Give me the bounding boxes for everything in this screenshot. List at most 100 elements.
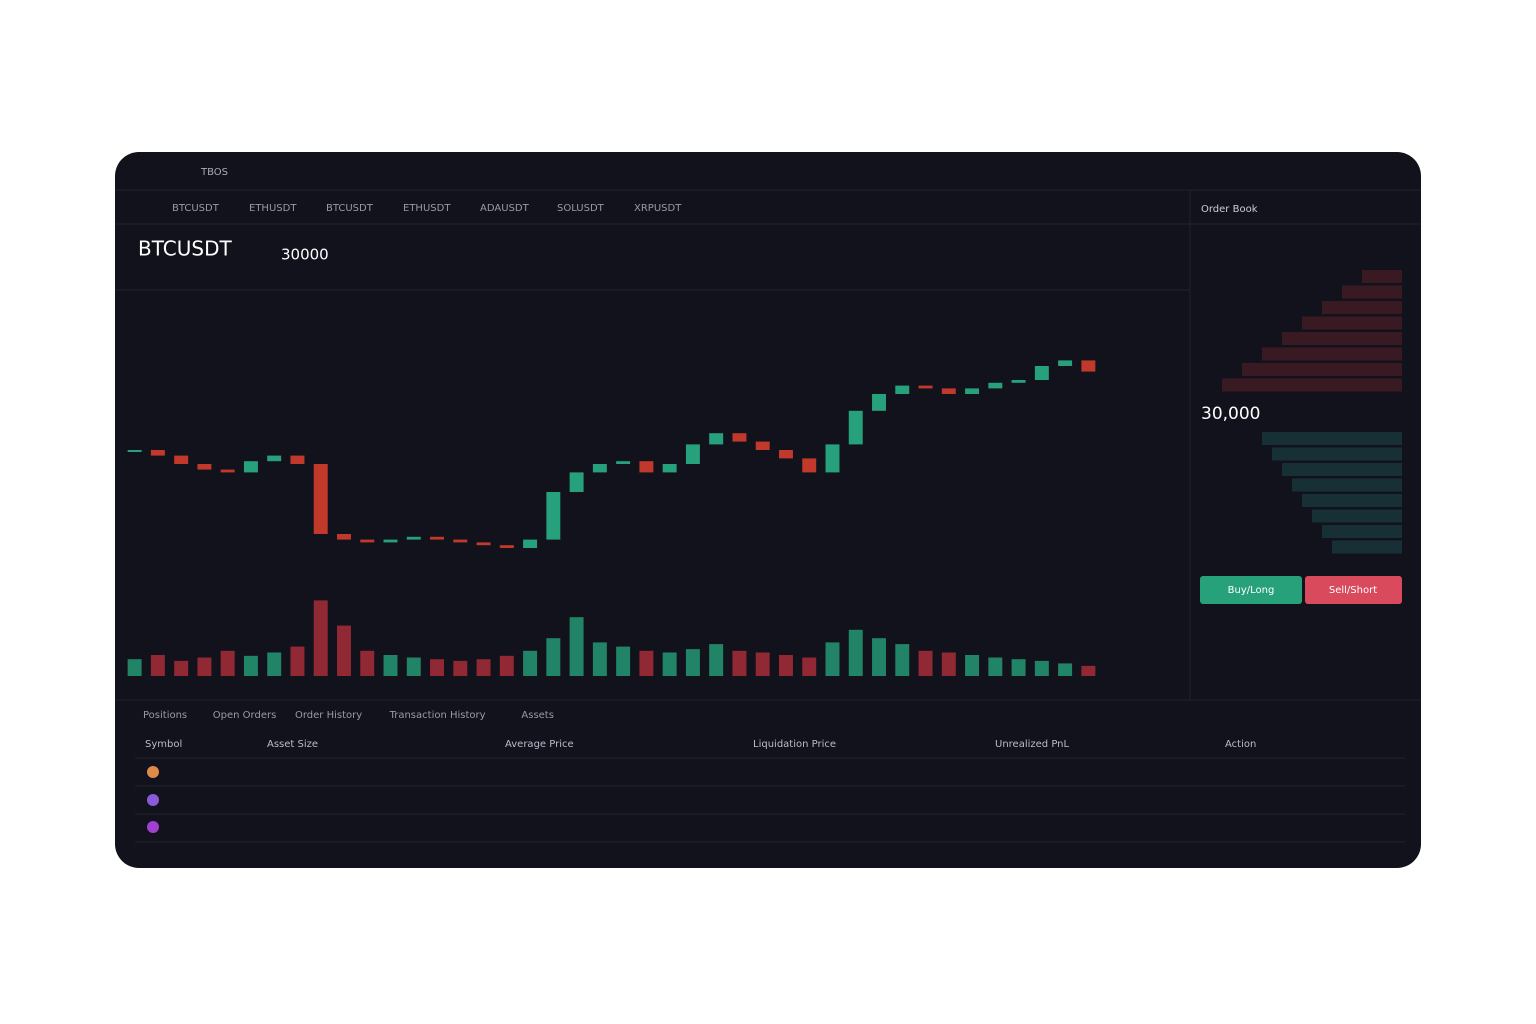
ask-depth: [1362, 270, 1402, 283]
bid-depth: [1312, 509, 1402, 523]
volume-bar: [802, 657, 817, 676]
ask-depth: [1262, 347, 1402, 361]
app-window: TBOS BTCUSDT 30000 Order Book 30,000 Buy…: [115, 152, 1421, 868]
ask-depth: [1302, 316, 1402, 330]
candle: [709, 433, 724, 445]
volume-bar: [546, 638, 561, 676]
candle: [732, 433, 747, 442]
volume-bar: [243, 655, 258, 676]
table-header: Liquidation Price: [753, 739, 836, 750]
table-header: Symbol: [145, 739, 182, 750]
volume-bar: [872, 638, 886, 676]
orderbook-depth: [1222, 270, 1402, 554]
volume-bar: [476, 659, 491, 676]
table-header: Action: [1225, 739, 1256, 750]
volume-bar: [895, 644, 910, 676]
volume-bar: [360, 650, 375, 676]
candle: [383, 539, 398, 543]
volume-bar: [732, 650, 747, 676]
brand: TBOS: [200, 167, 228, 178]
bottom-tab: Positions: [143, 710, 187, 721]
buy-button[interactable]: [1200, 576, 1302, 604]
bid-depth: [1292, 478, 1402, 492]
candle: [337, 534, 351, 540]
market-tab: BTCUSDT: [172, 203, 220, 214]
volume-bar: [313, 600, 328, 676]
candle: [941, 388, 956, 394]
candle: [523, 539, 538, 548]
volume-bar: [825, 642, 840, 676]
candle: [569, 472, 584, 492]
candle: [267, 455, 282, 462]
market-tab: ETHUSDT: [403, 203, 451, 214]
volume-bar: [639, 650, 654, 676]
candle: [616, 461, 631, 464]
coin-icon: [147, 794, 159, 806]
buy-label[interactable]: Buy/Long: [1228, 585, 1275, 596]
bottom-tab: Order History: [295, 710, 362, 721]
candle: [639, 461, 654, 473]
volume-bar: [988, 657, 1003, 676]
volume-bar: [267, 652, 282, 676]
candle: [592, 464, 607, 473]
candle: [685, 444, 700, 464]
volume-bar: [685, 649, 700, 676]
candle: [430, 536, 445, 540]
bid-depth: [1282, 463, 1402, 476]
bid-depth: [1262, 432, 1402, 445]
volume-bar: [709, 644, 724, 676]
bottom-tab: Open Orders: [213, 710, 277, 721]
market-tab: BTCUSDT: [326, 203, 374, 214]
market-tab: ADAUSDT: [480, 203, 530, 214]
table-header: Unrealized PnL: [995, 739, 1070, 750]
ask-depth: [1322, 301, 1402, 314]
ask-depth: [1282, 332, 1402, 345]
candle: [1081, 360, 1096, 372]
bid-depth: [1302, 494, 1402, 507]
volume-bar: [778, 655, 793, 676]
table-header: Average Price: [505, 739, 574, 750]
mid-price: 30,000: [1201, 404, 1260, 424]
market-tab: XRPUSDT: [634, 203, 682, 214]
volume-bar: [523, 650, 538, 676]
volume-bar: [430, 659, 445, 676]
volume-bar: [592, 642, 607, 676]
ui: TBOS BTCUSDT 30000 Order Book 30,000 Buy…: [115, 167, 1421, 843]
candle: [1034, 366, 1049, 380]
volume-bar: [150, 655, 165, 676]
ask-depth: [1222, 378, 1402, 392]
candle: [662, 464, 677, 473]
candle: [220, 469, 235, 473]
bottom-tab: Assets: [521, 710, 554, 721]
candle: [965, 388, 980, 394]
last-price: 30000: [281, 246, 329, 264]
candle: [1058, 360, 1073, 366]
candle: [174, 455, 189, 464]
bid-depth: [1272, 447, 1402, 461]
bottom-tab: Transaction History: [389, 710, 486, 721]
table-header: Asset Size: [267, 739, 318, 750]
candle: [895, 385, 910, 394]
volume-bar: [941, 652, 956, 676]
market-tab: SOLUSDT: [557, 203, 605, 214]
volume-bar: [453, 660, 468, 676]
candle: [290, 455, 305, 464]
volume-bar: [755, 652, 770, 676]
candle: [476, 542, 491, 546]
sell-button[interactable]: [1305, 576, 1402, 604]
candle: [848, 410, 863, 445]
bid-depth: [1332, 540, 1402, 554]
bid-depth: [1322, 525, 1402, 538]
candle: [453, 539, 468, 543]
sell-label[interactable]: Sell/Short: [1329, 585, 1377, 596]
candle: [755, 441, 770, 450]
volume-bar: [662, 652, 677, 676]
candle: [127, 450, 142, 452]
volume-bar: [616, 646, 631, 676]
volume-bar: [1058, 663, 1073, 676]
candle: [313, 464, 328, 534]
volume-bar: [337, 625, 351, 676]
volume-bar: [174, 660, 189, 676]
volume-bar: [1081, 665, 1096, 676]
volume-bar: [499, 655, 514, 676]
